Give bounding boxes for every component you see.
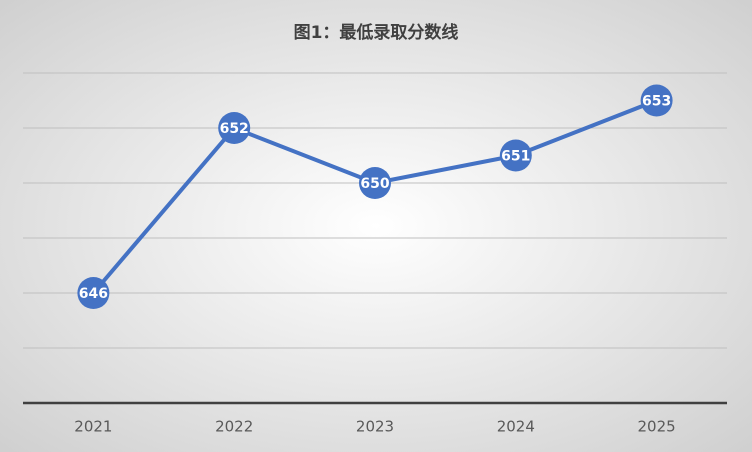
data-label: 646 — [79, 286, 108, 302]
marker — [640, 84, 673, 117]
x-tick-label: 2025 — [638, 418, 676, 436]
x-tick-label: 2022 — [215, 418, 253, 436]
marker — [218, 112, 251, 144]
x-tick-label: 2021 — [74, 418, 112, 436]
marker — [359, 167, 391, 199]
data-label: 653 — [642, 94, 671, 110]
x-tick-label: 2024 — [497, 418, 535, 436]
marker — [499, 139, 532, 172]
data-label: 650 — [360, 176, 389, 192]
marker — [77, 277, 110, 309]
x-tick-label: 2023 — [356, 418, 394, 436]
data-label: 651 — [501, 149, 530, 165]
data-label: 652 — [220, 121, 249, 137]
chart-title: 图1：最低录取分数线 — [294, 22, 459, 43]
